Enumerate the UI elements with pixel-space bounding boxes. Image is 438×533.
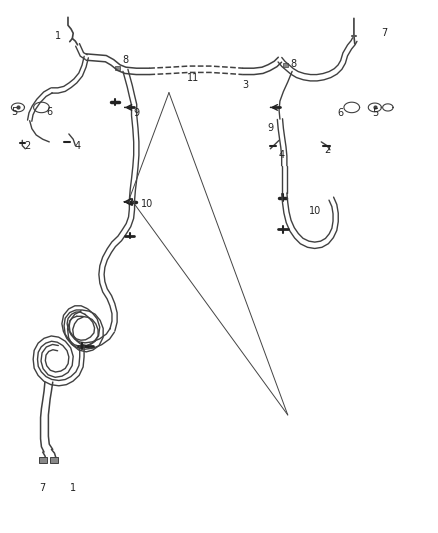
Text: 2: 2 <box>25 141 31 151</box>
Text: 9: 9 <box>267 123 273 133</box>
Text: 2: 2 <box>325 145 331 155</box>
Text: 11: 11 <box>187 73 199 83</box>
Text: 6: 6 <box>338 108 344 118</box>
Text: 9: 9 <box>133 108 139 118</box>
Text: 10: 10 <box>141 199 153 209</box>
Text: 7: 7 <box>381 28 388 38</box>
Text: 6: 6 <box>46 107 52 117</box>
Bar <box>283 63 288 67</box>
Text: 4: 4 <box>278 150 284 160</box>
Text: 7: 7 <box>39 483 46 493</box>
Bar <box>50 457 58 463</box>
Text: 1: 1 <box>70 483 76 493</box>
Text: 3: 3 <box>242 80 248 90</box>
Text: 10: 10 <box>309 206 321 216</box>
Text: 8: 8 <box>122 55 128 64</box>
Text: 1: 1 <box>55 31 61 41</box>
Text: 8: 8 <box>290 59 296 69</box>
Text: 4: 4 <box>74 141 81 151</box>
Text: 5: 5 <box>11 107 18 117</box>
Text: 5: 5 <box>373 108 379 118</box>
Bar <box>116 66 120 70</box>
Bar <box>39 457 47 463</box>
